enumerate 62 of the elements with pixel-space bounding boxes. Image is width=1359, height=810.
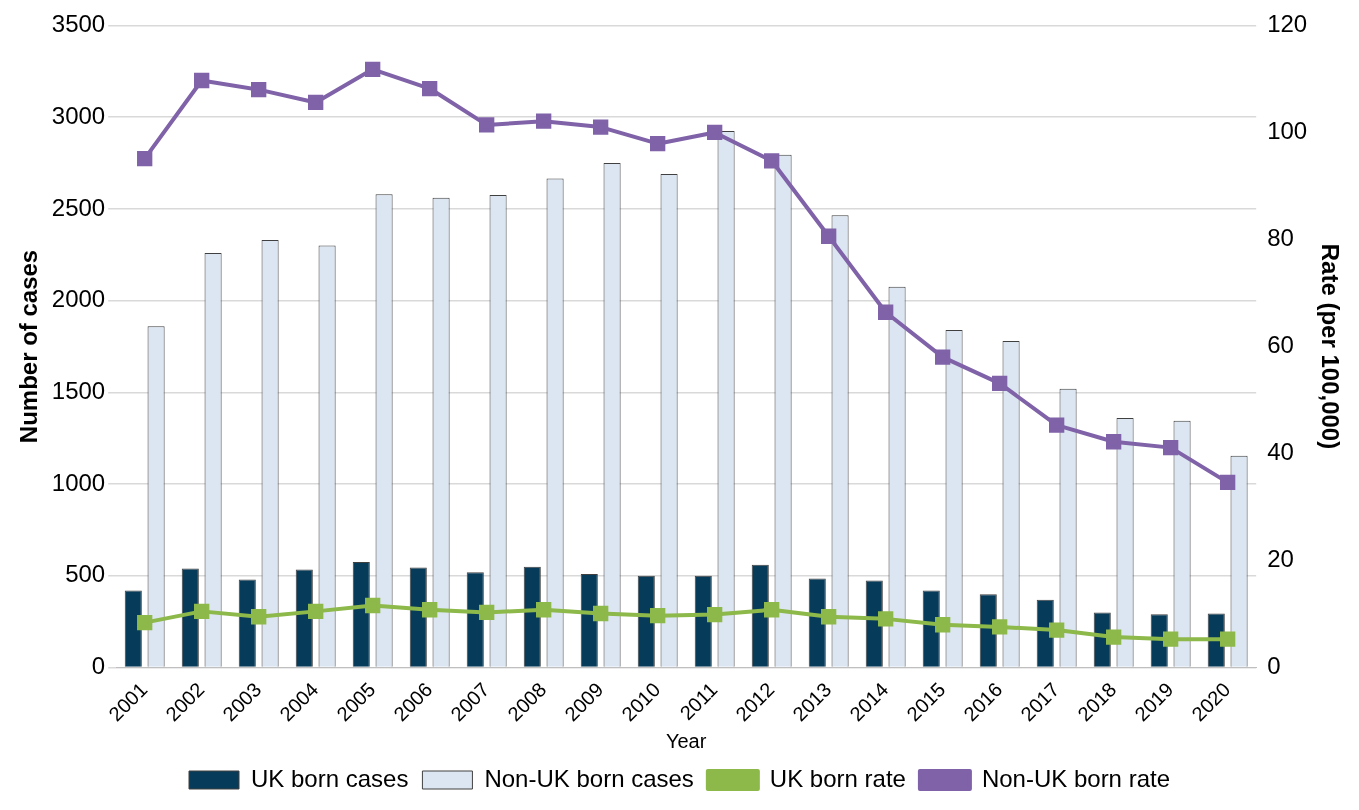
y2-axis-title: Rate (per 100,000): [1316, 243, 1344, 450]
y2-tick-label: 80: [1267, 224, 1294, 252]
y2-tick-label: 100: [1267, 117, 1308, 145]
x-axis-title: Year: [665, 729, 707, 752]
y2-tick-label: 40: [1267, 438, 1294, 466]
point: [821, 228, 837, 244]
point: [479, 117, 495, 133]
point: [878, 304, 894, 320]
point: [1106, 629, 1122, 645]
point: [1163, 631, 1179, 647]
point: [650, 136, 666, 152]
point: [422, 602, 438, 618]
legend-label: UK born cases: [251, 764, 409, 792]
point: [764, 602, 780, 618]
point: [1163, 439, 1179, 456]
point: [422, 80, 438, 97]
point: [365, 61, 381, 77]
point: [194, 603, 210, 620]
point: [194, 72, 210, 89]
point: [137, 150, 153, 167]
point: [821, 609, 837, 625]
y2-tick-label: 120: [1267, 10, 1308, 38]
point: [707, 124, 723, 141]
point: [1220, 474, 1236, 491]
legend-label: Non-UK born rate: [981, 764, 1170, 792]
y-tick-label: 0: [91, 652, 106, 680]
point: [1220, 631, 1236, 647]
y-tick-label: 2500: [51, 193, 106, 221]
point: [308, 94, 324, 111]
point: [878, 611, 894, 627]
point: [992, 375, 1008, 392]
point: [365, 597, 381, 614]
y-tick-label: 1500: [51, 376, 106, 404]
point: [1049, 417, 1065, 433]
point: [593, 119, 609, 135]
y-tick-label: 2000: [51, 285, 106, 313]
point: [593, 605, 609, 622]
y-tick-label: 3500: [51, 10, 106, 38]
legend-label: Non-UK born cases: [484, 764, 694, 792]
point: [935, 349, 951, 365]
point: [1049, 622, 1065, 638]
y-tick-label: 500: [65, 560, 106, 588]
point: [137, 614, 153, 631]
point: [935, 617, 951, 633]
point: [251, 609, 267, 625]
point: [1106, 434, 1122, 450]
y2-tick-label: 20: [1267, 545, 1294, 573]
y-tick-label: 1000: [51, 468, 106, 496]
point: [707, 606, 723, 623]
point: [992, 619, 1008, 635]
y-axis-title: Number of cases: [15, 249, 43, 444]
point: [479, 604, 495, 621]
legend-label: UK born rate: [769, 764, 906, 792]
point: [251, 81, 267, 98]
y2-tick-label: 60: [1267, 331, 1294, 359]
y2-tick-label: 0: [1267, 652, 1281, 680]
point: [308, 603, 324, 620]
point: [536, 113, 552, 129]
point: [536, 602, 552, 618]
point: [764, 153, 780, 169]
point: [650, 608, 666, 624]
y-tick-label: 3000: [51, 101, 106, 129]
